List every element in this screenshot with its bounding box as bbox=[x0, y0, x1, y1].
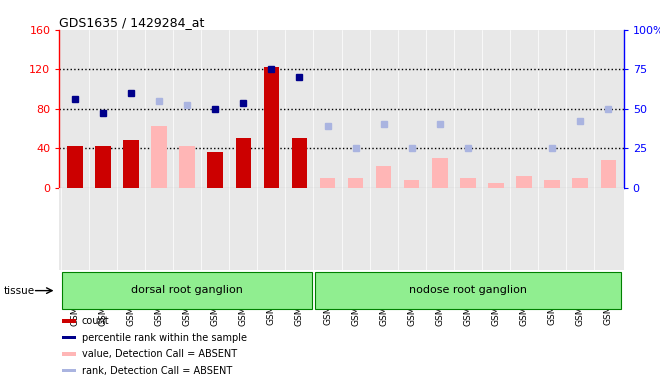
Text: dorsal root ganglion: dorsal root ganglion bbox=[131, 285, 243, 295]
Text: rank, Detection Call = ABSENT: rank, Detection Call = ABSENT bbox=[82, 366, 232, 375]
Bar bbox=[460, 178, 476, 188]
Bar bbox=[292, 138, 307, 188]
Bar bbox=[516, 176, 532, 188]
FancyBboxPatch shape bbox=[62, 369, 77, 372]
Bar bbox=[376, 166, 391, 188]
Text: tissue: tissue bbox=[3, 286, 34, 296]
Text: value, Detection Call = ABSENT: value, Detection Call = ABSENT bbox=[82, 349, 237, 359]
Bar bbox=[95, 146, 111, 188]
FancyBboxPatch shape bbox=[62, 319, 77, 323]
Text: percentile rank within the sample: percentile rank within the sample bbox=[82, 333, 247, 343]
Bar bbox=[572, 178, 588, 188]
FancyBboxPatch shape bbox=[62, 352, 77, 356]
FancyBboxPatch shape bbox=[62, 272, 312, 309]
Bar bbox=[67, 146, 82, 188]
Bar bbox=[180, 146, 195, 188]
Bar bbox=[320, 178, 335, 188]
Bar bbox=[348, 178, 363, 188]
Text: count: count bbox=[82, 316, 110, 326]
Bar bbox=[432, 158, 447, 188]
Text: GDS1635 / 1429284_at: GDS1635 / 1429284_at bbox=[59, 16, 205, 29]
Bar bbox=[123, 140, 139, 188]
Bar bbox=[263, 68, 279, 188]
Bar bbox=[151, 126, 167, 188]
Bar bbox=[236, 138, 251, 188]
Bar bbox=[601, 160, 616, 188]
FancyBboxPatch shape bbox=[62, 336, 77, 339]
Bar bbox=[404, 180, 420, 188]
Bar bbox=[207, 152, 223, 188]
FancyBboxPatch shape bbox=[315, 272, 621, 309]
Bar bbox=[544, 180, 560, 188]
Text: nodose root ganglion: nodose root ganglion bbox=[409, 285, 527, 295]
Bar bbox=[488, 183, 504, 188]
